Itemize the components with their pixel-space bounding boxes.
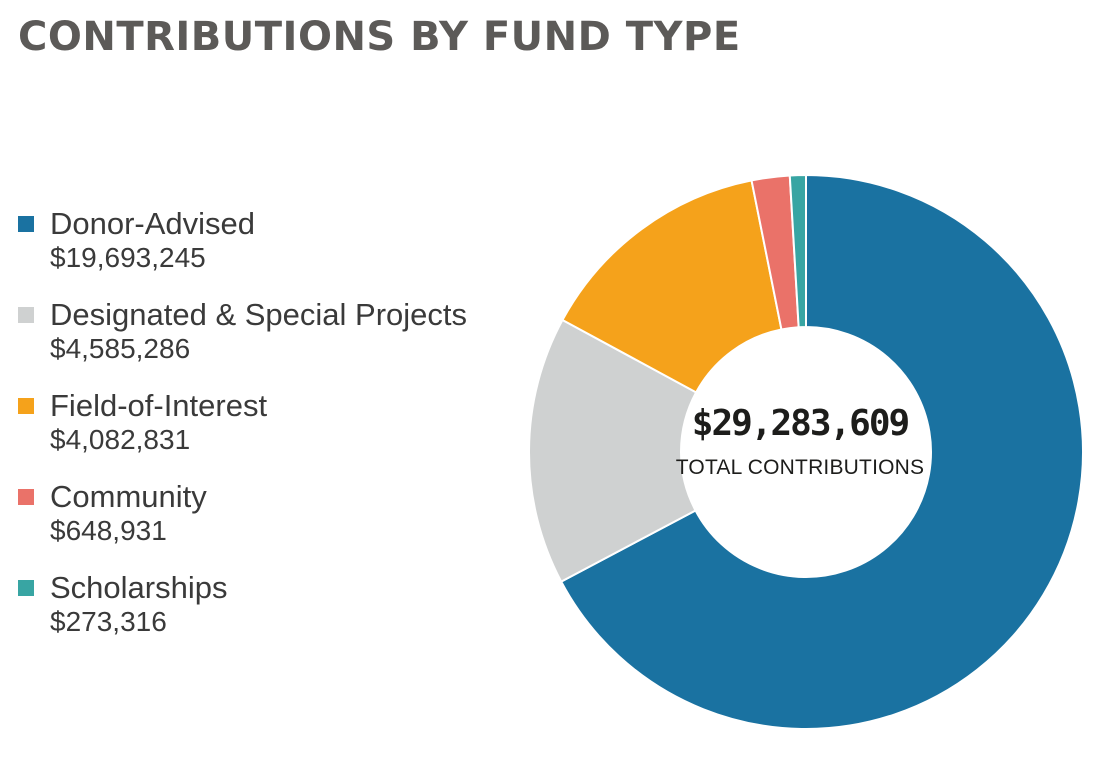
legend-label: Community <box>50 479 207 514</box>
donut-slice-donor-advised <box>559 173 1084 730</box>
legend-swatch <box>18 216 34 232</box>
legend-label: Scholarships <box>50 570 228 605</box>
legend-item-community: Community $648,931 <box>18 479 538 570</box>
legend-item-donor-advised: Donor-Advised $19,693,245 <box>18 206 538 297</box>
legend-value: $4,082,831 <box>50 424 191 455</box>
legend-swatch <box>18 580 34 596</box>
donut-chart: $29,283,609 TOTAL CONTRIBUTIONS <box>500 140 1100 760</box>
legend-label: Donor-Advised <box>50 206 256 241</box>
legend-item-field-of-interest: Field-of-Interest $4,082,831 <box>18 388 538 479</box>
legend-value: $4,585,286 <box>50 333 191 364</box>
legend-item-scholarships: Scholarships $273,316 <box>18 570 538 661</box>
legend-value: $648,931 <box>50 515 167 546</box>
legend-label: Field-of-Interest <box>50 388 268 423</box>
total-contributions-value: $29,283,609 <box>691 403 910 444</box>
legend: Donor-Advised $19,693,245 Designated & S… <box>18 206 538 661</box>
legend-swatch <box>18 398 34 414</box>
legend-value: $19,693,245 <box>50 242 206 273</box>
chart-title: CONTRIBUTIONS BY FUND TYPE <box>18 14 741 60</box>
donut-svg <box>528 173 1084 730</box>
donut-slice-scholarships <box>788 173 807 329</box>
legend-item-designated-special-projects: Designated & Special Projects $4,585,286 <box>18 297 538 388</box>
legend-value: $273,316 <box>50 606 167 637</box>
donut-slice-field-of-interest <box>561 179 783 394</box>
legend-swatch <box>18 489 34 505</box>
total-contributions-label: TOTAL CONTRIBUTIONS <box>675 456 925 479</box>
donut-slice-designated-special-projects <box>528 318 698 583</box>
legend-swatch <box>18 307 34 323</box>
legend-label: Designated & Special Projects <box>50 297 468 332</box>
